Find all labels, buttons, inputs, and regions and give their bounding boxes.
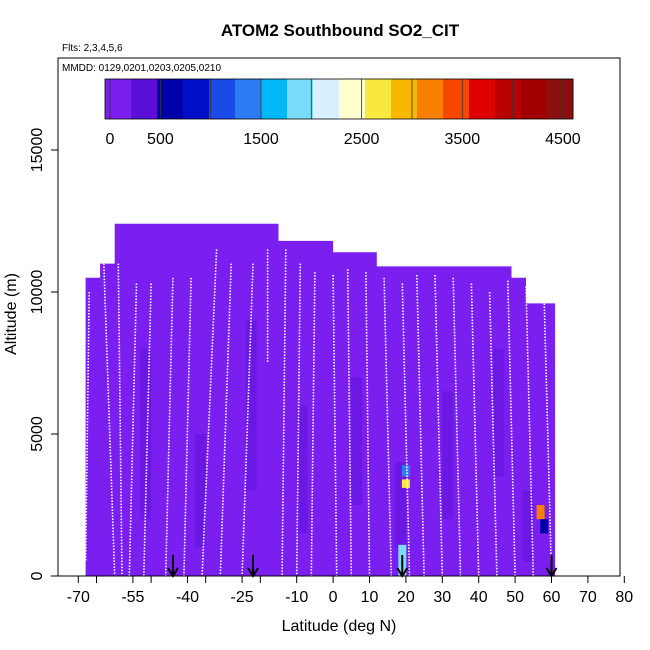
hotspot-cell [536, 505, 545, 520]
colorbar-segment [443, 79, 470, 119]
y-tick-label: 15000 [29, 128, 46, 173]
colorbar-segment [521, 79, 548, 119]
y-axis-label: Altitude (m) [3, 273, 20, 355]
colorbar-segment [209, 79, 236, 119]
colorbar-segment [313, 79, 340, 119]
colorbar-frame [104, 78, 574, 120]
flight-profile [434, 274, 444, 577]
curtain-variation [296, 405, 308, 534]
colorbar-tick-label: 1500 [243, 131, 279, 148]
x-tick-label: 40 [470, 589, 488, 606]
colorbar-tick-label: 0 [106, 131, 115, 148]
flight-profile [117, 263, 123, 577]
y-axis: 0 5000 10000 15000 [29, 128, 58, 580]
x-tick-label: -55 [121, 589, 144, 606]
flight-profile [346, 269, 353, 577]
colorbar-segment [131, 79, 158, 119]
flights-annotation: Flts: 2,3,4,5,6 [62, 43, 123, 54]
flight-profile [543, 300, 553, 577]
curtain-variation [351, 377, 363, 505]
flight-profile [416, 274, 425, 577]
colorbar-segment [105, 79, 132, 119]
flight-profile [507, 280, 516, 577]
curtain-variation [140, 348, 152, 520]
flight-profile [103, 263, 116, 577]
flight-profile [525, 286, 535, 577]
colorbar-segment [235, 79, 262, 119]
colorbar: 0 500 1500 2500 3500 4500 [104, 78, 581, 148]
colorbar-segment [469, 79, 496, 119]
x-tick-label: 50 [506, 589, 524, 606]
x-tick-label: 0 [329, 589, 338, 606]
flight-profile [310, 272, 316, 577]
colorbar-tick-label: 3500 [445, 131, 481, 148]
colorbar-segment [339, 79, 366, 119]
hotspot-cell [540, 519, 549, 534]
y-tick-label: 0 [29, 571, 46, 580]
curtain-variation [442, 391, 454, 520]
flight-profile [365, 272, 371, 577]
curtain-variation [245, 320, 257, 491]
data-curtain [85, 223, 556, 577]
dates-annotation: MMDD: 0129,0201,0203,0205,0210 [62, 63, 221, 74]
flight-profile [470, 283, 480, 577]
x-tick-label: 30 [433, 589, 451, 606]
colorbar-segment [391, 79, 418, 119]
flight-profile [401, 283, 411, 577]
x-tick-label: 70 [579, 589, 597, 606]
x-tick-label: 60 [543, 589, 561, 606]
flight-profile [241, 263, 254, 577]
colorbar-segment [495, 79, 522, 119]
y-tick-label: 5000 [29, 416, 46, 452]
colorbar-segment [287, 79, 314, 119]
curtain-variation [194, 434, 206, 548]
flight-profile [143, 283, 152, 577]
x-tick-label: 20 [397, 589, 415, 606]
x-axis-label: Latitude (deg N) [282, 618, 397, 635]
flight-profile [219, 263, 232, 577]
x-axis: -70 -55 -40 -25 -10 0 10 20 30 40 50 60 70 80 [67, 576, 633, 606]
colorbar-segment [157, 79, 184, 119]
x-tick-label: -40 [176, 589, 199, 606]
colorbar-segment [183, 79, 210, 119]
colorbar-segment [417, 79, 444, 119]
curtain-variation [395, 462, 406, 548]
flight-profile [201, 249, 218, 577]
x-tick-label: -70 [67, 589, 90, 606]
flight-profile [488, 291, 498, 577]
curtain-variation [493, 348, 505, 477]
colorbar-segment [365, 79, 392, 119]
chart-title: ATOM2 Southbound SO2_CIT [221, 21, 460, 40]
flight-profile [295, 263, 302, 577]
hotspot-cell [401, 479, 410, 488]
x-tick-label: -25 [231, 589, 254, 606]
colorbar-tick-label: 4500 [545, 131, 581, 148]
flight-profile [281, 249, 287, 577]
plot-frame [57, 57, 621, 577]
colorbar-segment [261, 79, 288, 119]
colorbar-segment [547, 79, 574, 119]
y-tick-label: 10000 [29, 270, 46, 315]
x-tick-label: 80 [615, 589, 633, 606]
flight-profile [128, 283, 138, 577]
plot-area [84, 223, 558, 578]
curtain-variation [522, 490, 534, 562]
colorbar-tick-label: 500 [147, 131, 174, 148]
x-tick-label: 10 [361, 589, 379, 606]
x-tick-label: -10 [285, 589, 308, 606]
flight-profile [332, 274, 338, 577]
hotspot-cell [401, 465, 410, 477]
colorbar-tick-label: 2500 [344, 131, 380, 148]
